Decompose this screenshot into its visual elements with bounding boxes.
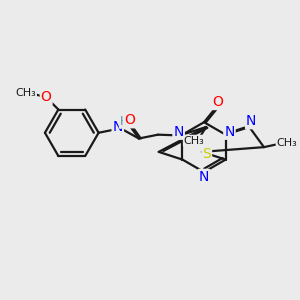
Text: O: O bbox=[212, 95, 223, 109]
Text: CH₃: CH₃ bbox=[15, 88, 36, 98]
Text: N: N bbox=[246, 114, 256, 128]
Text: CH₃: CH₃ bbox=[277, 138, 297, 148]
Text: S: S bbox=[202, 147, 211, 161]
Text: N: N bbox=[112, 120, 123, 134]
Text: O: O bbox=[124, 113, 135, 127]
Text: N: N bbox=[173, 125, 184, 139]
Text: O: O bbox=[41, 90, 52, 104]
Text: N: N bbox=[224, 125, 235, 139]
Text: CH₃: CH₃ bbox=[184, 136, 205, 146]
Text: H: H bbox=[120, 115, 129, 128]
Text: N: N bbox=[199, 170, 209, 184]
